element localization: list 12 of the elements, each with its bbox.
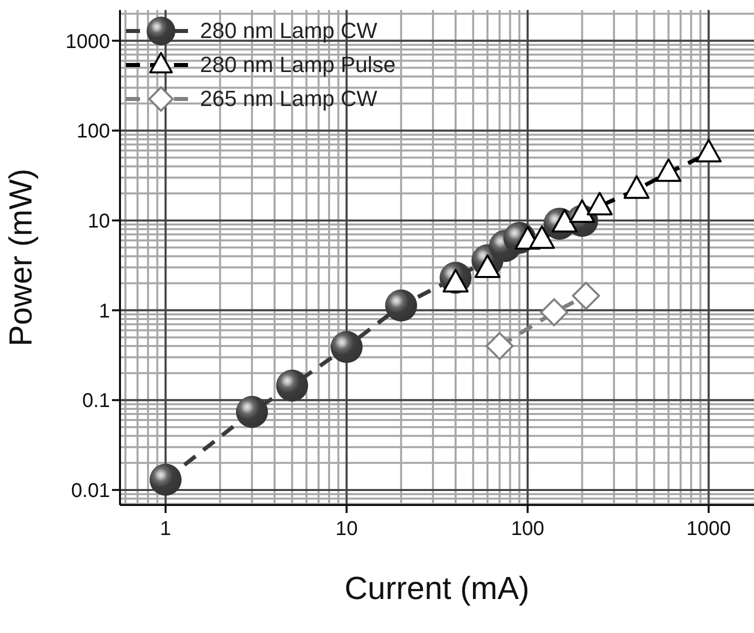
y-tick-label: 1 [98,300,110,322]
x-tick-label: 10 [335,518,358,540]
y-axis-title: Power (mW) [2,168,38,346]
x-axis-title: Current (mA) [344,570,530,606]
y-tick-label: 1000 [66,30,110,53]
x-tick-label: 1 [160,518,172,540]
x-tick-label: 100 [510,518,544,540]
y-tick-label: 0.01 [71,480,110,502]
y-tick-label: 10 [88,210,110,233]
y-tick-label: 100 [76,120,110,143]
y-tick-label: 0.1 [82,390,110,412]
x-tick-label: 1000 [686,518,731,540]
